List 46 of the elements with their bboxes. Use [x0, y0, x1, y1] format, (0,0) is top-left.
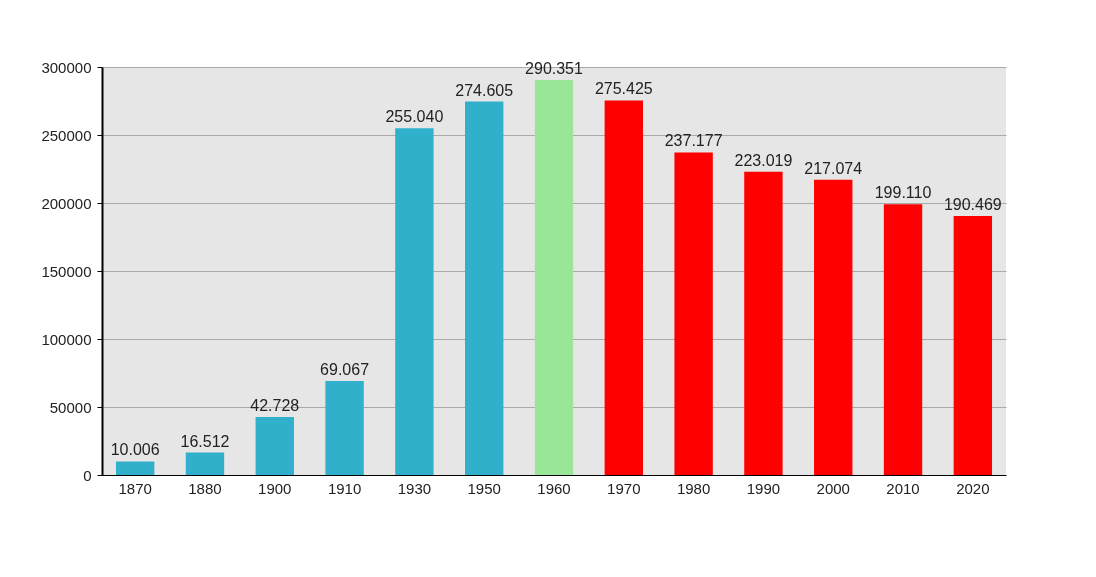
data-label: 237.177 [664, 132, 723, 150]
x-tick-label: 2010 [886, 479, 920, 497]
y-tick-label: 250000 [41, 126, 92, 144]
y-tick-label: 200000 [41, 194, 92, 212]
bar [465, 101, 504, 475]
bar [255, 416, 294, 475]
x-tick-label: 1950 [467, 479, 501, 497]
data-label: 217.074 [804, 159, 863, 177]
x-tick-label: 1900 [258, 479, 292, 497]
bar [744, 171, 783, 475]
x-tick-label: 1990 [746, 479, 781, 497]
x-tick-label: 1910 [327, 479, 362, 497]
y-tick-label: 150000 [41, 262, 92, 280]
data-label: 42.728 [250, 396, 300, 414]
y-tick-label: 300000 [41, 58, 92, 76]
x-tick-label: 2020 [956, 479, 990, 497]
bar [534, 80, 574, 475]
bar [674, 152, 713, 475]
data-label: 274.605 [455, 81, 514, 99]
data-label: 190.469 [943, 195, 1002, 213]
bar [604, 100, 643, 475]
data-label: 255.040 [385, 108, 444, 126]
bar [115, 461, 155, 475]
data-label: 290.351 [525, 60, 584, 78]
bar [814, 179, 853, 475]
bar [953, 215, 993, 475]
x-tick-label: 1870 [118, 479, 152, 497]
data-label: 16.512 [180, 432, 230, 450]
bar [325, 381, 364, 475]
x-tick-label: 1880 [188, 479, 222, 497]
x-tick-label: 2000 [816, 479, 850, 497]
x-tick-label: 1930 [397, 479, 432, 497]
bar [883, 204, 923, 475]
x-tick-label: 1970 [607, 479, 641, 497]
y-tick-label: 50000 [49, 398, 92, 416]
y-tick-label: 0 [83, 466, 92, 484]
data-label: 223.019 [734, 151, 793, 169]
data-label: 275.425 [594, 80, 653, 98]
x-tick-label: 1960 [537, 479, 571, 497]
y-tick-label: 100000 [41, 330, 92, 348]
data-label: 10.006 [110, 441, 160, 459]
bar [395, 128, 434, 475]
bar [185, 452, 225, 475]
x-tick-label: 1980 [676, 479, 711, 497]
data-label: 69.067 [320, 361, 370, 379]
data-label: 199.110 [874, 184, 932, 202]
